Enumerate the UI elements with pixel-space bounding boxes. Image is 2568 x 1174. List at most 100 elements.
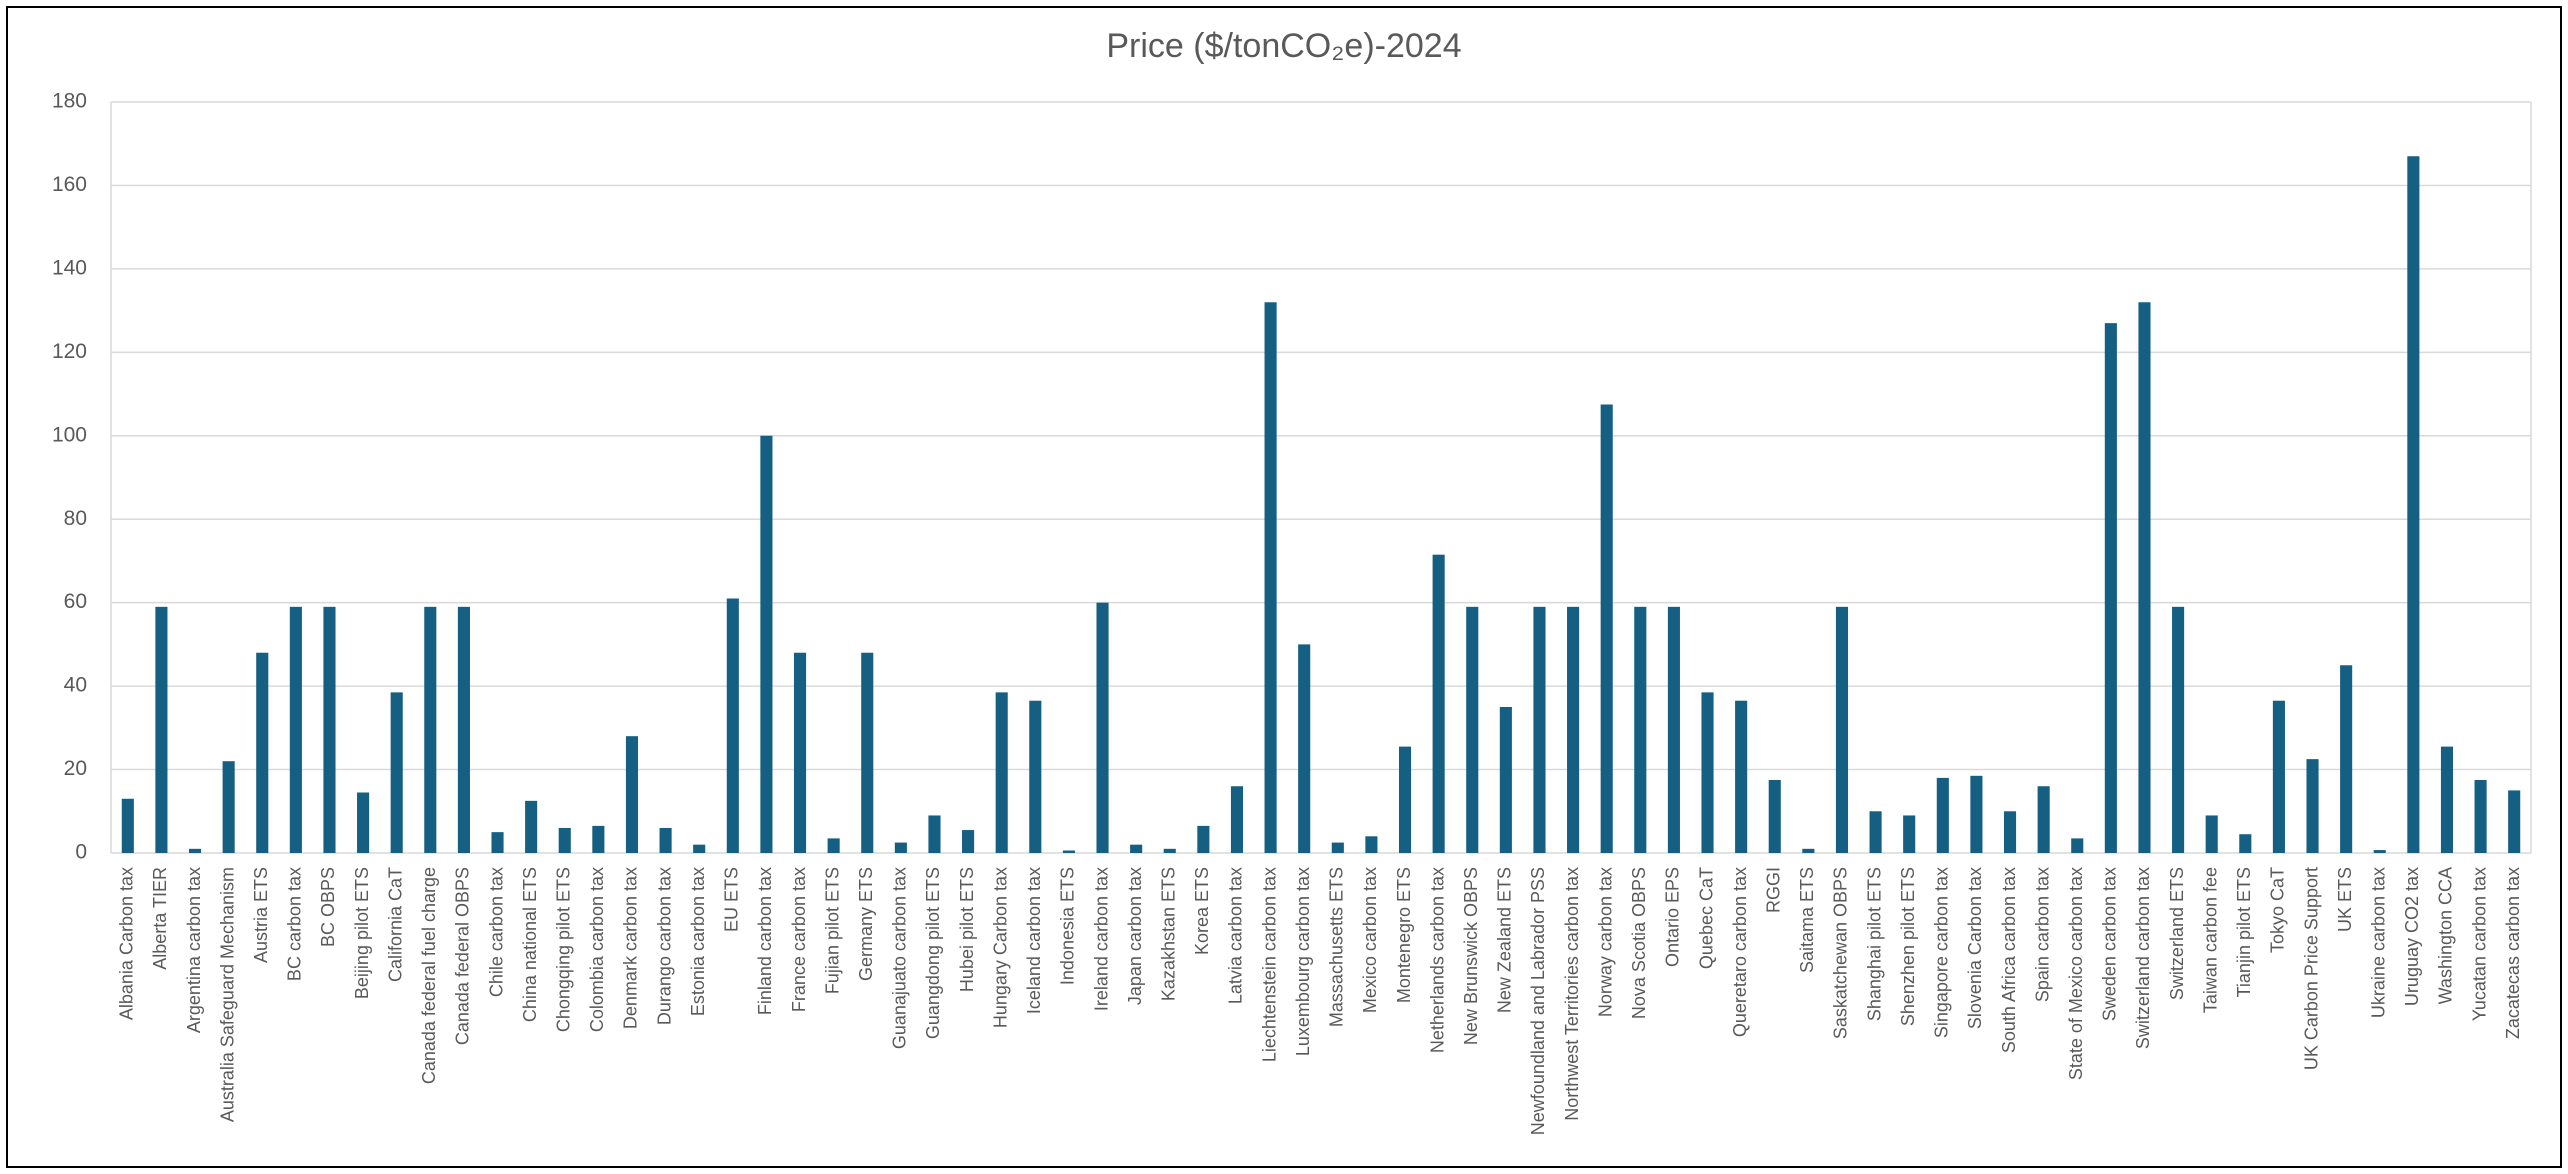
- chart-title: Price ($/tonCO₂e)-2024: [1106, 27, 1461, 65]
- x-tick-label: Japan carbon tax: [1125, 867, 1145, 1005]
- x-tick-label: Tianjin pilot ETS: [2234, 867, 2254, 997]
- bar: [1466, 606, 1479, 853]
- bar: [995, 692, 1008, 853]
- bar: [659, 827, 672, 853]
- bar: [962, 830, 975, 853]
- x-tick-label: Uruguay CO2 tax: [2402, 867, 2422, 1006]
- x-tick-label: Tokyo CaT: [2268, 867, 2288, 953]
- x-tick-label: Newfoundland and Labrador PSS: [1528, 867, 1548, 1135]
- bar: [357, 792, 370, 853]
- bar: [827, 838, 840, 853]
- x-tick-label: Canada federal fuel charge: [419, 867, 439, 1084]
- bar: [457, 606, 470, 853]
- bar: [1499, 706, 1512, 853]
- x-tick-label: Hungary Carbon tax: [990, 867, 1010, 1028]
- x-tick-label: Northwest Territories carbon tax: [1562, 867, 1582, 1121]
- bar: [1163, 848, 1176, 853]
- x-tick-label: Singapore carbon tax: [1932, 867, 1952, 1038]
- bar: [2104, 323, 2117, 853]
- x-tick-label: Estonia carbon tax: [688, 867, 708, 1016]
- bar: [1970, 775, 1983, 853]
- x-tick-label: Taiwan carbon fee: [2200, 867, 2220, 1013]
- bar: [793, 652, 807, 853]
- bar: [2071, 838, 2084, 853]
- x-tick-label: Korea ETS: [1192, 867, 1212, 955]
- bar: [1398, 746, 1412, 853]
- bar: [1903, 815, 1916, 853]
- bar: [1701, 692, 1714, 853]
- bar: [1365, 836, 1378, 853]
- bar: [1869, 811, 1882, 853]
- x-tick-label: France carbon tax: [789, 867, 809, 1012]
- x-tick-label: Norway carbon tax: [1595, 867, 1615, 1017]
- x-tick-label: Austria ETS: [251, 867, 271, 963]
- x-tick-label: Finland carbon tax: [755, 867, 775, 1015]
- bar: [2138, 302, 2151, 853]
- bar: [2037, 786, 2050, 853]
- bar: [760, 435, 773, 853]
- bar: [2340, 665, 2353, 853]
- bar: [1197, 825, 1210, 853]
- bar: [424, 606, 437, 853]
- chart-frame: [6, 6, 2562, 1168]
- x-tick-label: Sweden carbon tax: [2100, 867, 2120, 1021]
- x-tick-label: Shanghai pilot ETS: [1864, 867, 1884, 1021]
- x-tick-label: Liechtenstein carbon tax: [1259, 867, 1279, 1062]
- x-tick-label: Mexico carbon tax: [1360, 867, 1380, 1013]
- bar: [1768, 779, 1781, 853]
- bar: [2373, 850, 2386, 853]
- bar: [1835, 606, 1849, 853]
- bar: [928, 815, 941, 853]
- x-tick-label: Guangdong pilot ETS: [923, 867, 943, 1039]
- x-tick-label: Switzerland carbon tax: [2133, 867, 2153, 1049]
- bar: [2205, 815, 2218, 853]
- x-tick-label: UK ETS: [2335, 867, 2355, 932]
- x-tick-label: Denmark carbon tax: [621, 867, 641, 1029]
- x-tick-label: Quebec CaT: [1696, 867, 1716, 969]
- bar: [1735, 700, 1748, 853]
- x-tick-label: RGGI: [1764, 867, 1784, 913]
- x-tick-label: Argentina carbon tax: [184, 867, 204, 1033]
- x-tick-label: China national ETS: [520, 867, 540, 1022]
- bar: [1230, 786, 1244, 853]
- x-tick-label: Ontario EPS: [1663, 867, 1683, 967]
- x-tick-label: UK Carbon Price Support: [2301, 867, 2321, 1070]
- x-tick-label: Shenzhen pilot ETS: [1898, 867, 1918, 1026]
- x-tick-label: Guanajuato carbon tax: [890, 867, 910, 1049]
- bar: [491, 832, 504, 853]
- x-tick-label: Indonesia ETS: [1058, 867, 1078, 985]
- bar: [1533, 606, 1546, 853]
- bar: [155, 606, 168, 853]
- bar: [2003, 811, 2017, 853]
- bar: [2474, 779, 2487, 853]
- bar: [1802, 848, 1815, 853]
- x-tick-label: Hubei pilot ETS: [957, 867, 977, 992]
- x-tick-label: Netherlands carbon tax: [1427, 867, 1447, 1053]
- bar: [289, 606, 302, 853]
- bar: [1096, 602, 1109, 853]
- bar: [2272, 700, 2285, 853]
- bar: [323, 606, 336, 853]
- bar: [592, 825, 605, 853]
- x-tick-label: EU ETS: [722, 867, 742, 932]
- x-tick-label: South Africa carbon tax: [1999, 867, 2019, 1053]
- x-tick-label: Montenegro ETS: [1394, 867, 1414, 1003]
- bar: [1936, 777, 1949, 853]
- bar: [2407, 156, 2420, 853]
- bar: [1567, 606, 1580, 853]
- y-tick-label: 40: [64, 674, 87, 697]
- bar: [1029, 700, 1042, 853]
- x-tick-label: Ukraine carbon tax: [2369, 867, 2389, 1018]
- x-tick-label: Iceland carbon tax: [1024, 867, 1044, 1014]
- x-tick-label: Nova Scotia OBPS: [1629, 867, 1649, 1019]
- x-tick-label: Saskatchewan OBPS: [1831, 867, 1851, 1039]
- x-tick-label: Yucatan carbon tax: [2469, 867, 2489, 1021]
- x-tick-label: Alberta TIER: [150, 867, 170, 970]
- bar: [1667, 606, 1680, 853]
- y-tick-label: 100: [52, 423, 87, 446]
- x-tick-label: BC carbon tax: [285, 867, 305, 981]
- bar: [188, 848, 202, 853]
- bar: [625, 736, 639, 853]
- x-tick-label: Switzerland ETS: [2167, 867, 2187, 1000]
